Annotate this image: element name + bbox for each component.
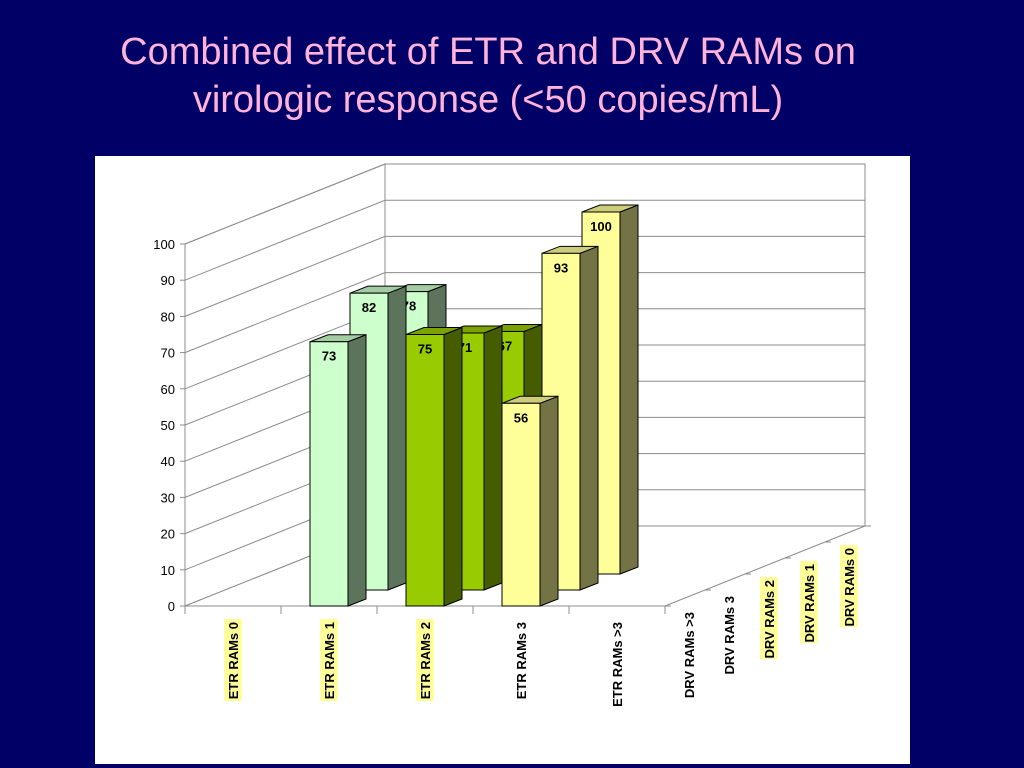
- y-tick-label: 30: [161, 490, 175, 505]
- y-tick-label: 60: [161, 382, 175, 397]
- chart-area: 0 10 20 30 40 50 60 70 80 90 100 78 67 100 82 71 93 73 75…: [95, 156, 910, 764]
- bar-value-label: 93: [554, 260, 568, 275]
- gridline: [184, 235, 865, 317]
- depth-category: DRV RAMs 2: [760, 577, 778, 659]
- bar-side: [483, 325, 503, 591]
- x-category-label: ETR RAMs 2: [418, 622, 433, 699]
- y-tick-label: 70: [161, 346, 175, 361]
- depth-category-label: DRV RAMs 3: [722, 596, 737, 675]
- bar-side: [387, 285, 407, 591]
- x-category: ETR RAMs 1: [320, 619, 338, 701]
- bar-value-label: 73: [322, 349, 336, 364]
- depth-category-label: DRV RAMs 1: [802, 564, 817, 643]
- depth-category: DRV RAMs 0: [840, 545, 858, 627]
- bar-front: [309, 341, 349, 607]
- gridline: [184, 272, 865, 354]
- slide-title: Combined effect of ETR and DRV RAMs on v…: [0, 28, 976, 124]
- x-category-label: ETR RAMs >3: [610, 622, 625, 707]
- x-category: ETR RAMs 3: [514, 622, 529, 699]
- x-category-highlight: [224, 619, 242, 701]
- y-tick-label: 0: [168, 599, 175, 614]
- depth-category: DRV RAMs 3: [722, 596, 737, 675]
- bar-side: [443, 326, 463, 607]
- y-tick-label: 80: [161, 309, 175, 324]
- depth-category-label: DRV RAMs >3: [682, 612, 697, 698]
- y-tick-label: 10: [161, 563, 175, 578]
- bar-side: [619, 204, 639, 575]
- y-tick-label: 50: [161, 418, 175, 433]
- depth-category-label: DRV RAMs 2: [762, 580, 777, 659]
- x-category-label: ETR RAMs 3: [514, 622, 529, 699]
- depth-category-highlight: [800, 561, 818, 643]
- depth-category-label: DRV RAMs 0: [842, 548, 857, 627]
- y-tick-label: 90: [161, 273, 175, 288]
- x-category: ETR RAMs 0: [224, 619, 242, 701]
- bar-front: [501, 402, 541, 607]
- bar-value-label: 100: [590, 219, 612, 234]
- bar-value-label: 56: [514, 410, 528, 425]
- x-category: ETR RAMs >3: [610, 622, 625, 707]
- depth-category: DRV RAMs >3: [682, 612, 697, 698]
- bar: 75: [405, 326, 463, 607]
- bar-side: [347, 334, 367, 607]
- bar: 56: [501, 395, 559, 607]
- y-tick-label: 20: [161, 527, 175, 542]
- bar-side: [579, 245, 599, 591]
- x-category: ETR RAMs 2: [416, 619, 434, 701]
- depth-category-highlight: [840, 545, 858, 627]
- x-category-highlight: [320, 619, 338, 701]
- gridline: [184, 163, 865, 245]
- bar: 73: [309, 334, 367, 607]
- gridline: [184, 199, 865, 281]
- bar-side: [539, 395, 559, 607]
- bar-front: [405, 334, 445, 607]
- y-tick-label: 100: [153, 237, 175, 252]
- bar-value-label: 75: [418, 342, 432, 357]
- x-category-label: ETR RAMs 0: [226, 622, 241, 699]
- title-line-2: virologic response (<50 copies/mL): [192, 79, 784, 121]
- bar-value-label: 82: [362, 300, 376, 315]
- title-line-1: Combined effect of ETR and DRV RAMs on: [120, 31, 856, 73]
- depth-category: DRV RAMs 1: [800, 561, 818, 643]
- y-tick-label: 40: [161, 454, 175, 469]
- depth-category-highlight: [760, 577, 778, 659]
- x-category-label: ETR RAMs 1: [322, 622, 337, 699]
- x-category-highlight: [416, 619, 434, 701]
